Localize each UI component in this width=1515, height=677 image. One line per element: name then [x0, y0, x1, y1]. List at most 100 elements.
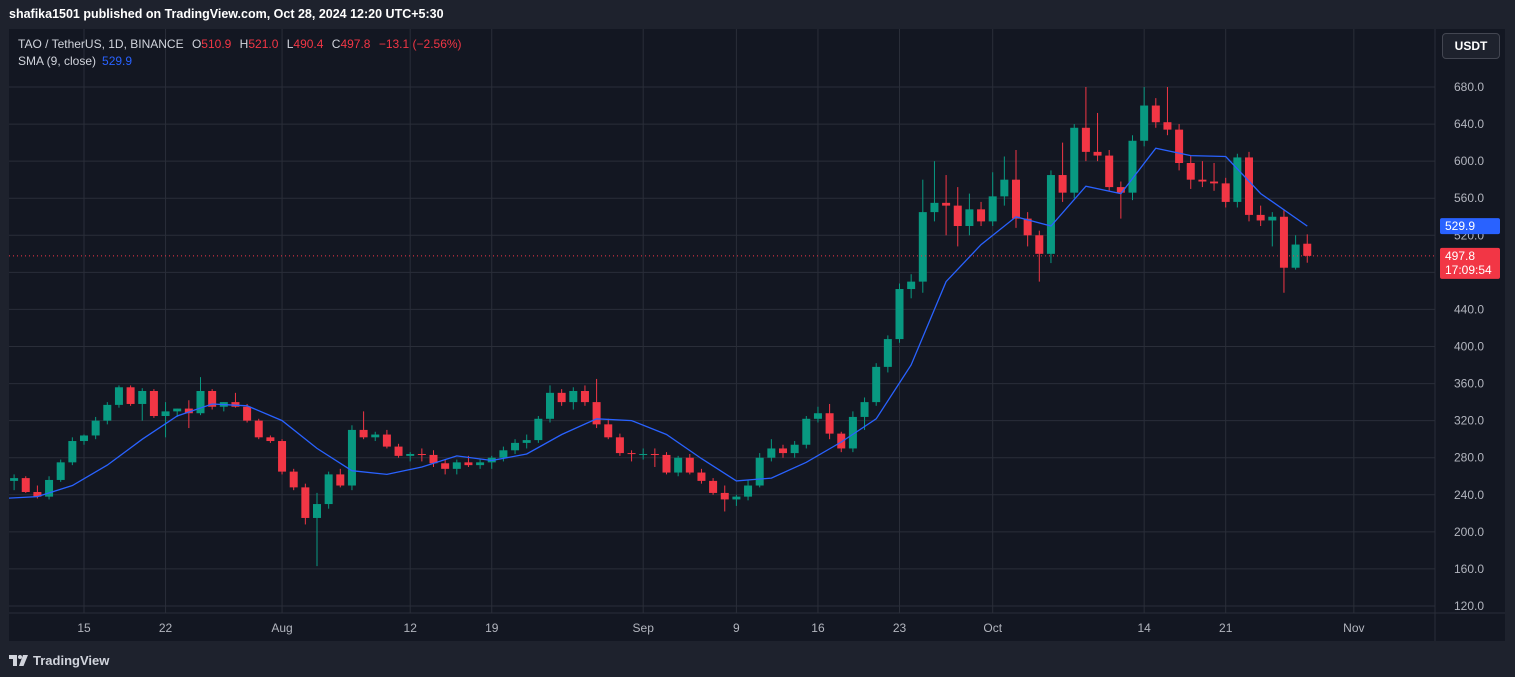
time-tick-label: 23 [893, 621, 907, 635]
chart-panel[interactable]: 120.0 160.0 200.0 240.0 280.0 320.0 360.0 400.0… [9, 29, 1505, 641]
candle-body [953, 205, 962, 227]
candle-body [1198, 179, 1207, 182]
candle-body [21, 478, 30, 493]
candle-body [441, 463, 450, 469]
chart-legend: TAO / TetherUS, 1D, BINANCE O510.9 H521.… [18, 36, 462, 70]
candle-body [184, 408, 193, 414]
price-tick-label: 120.0 [1454, 599, 1484, 613]
last-price-tag [1440, 247, 1500, 279]
time-tick-label: Sep [633, 621, 655, 635]
price-tick-label: 160.0 [1454, 562, 1484, 576]
footer-brand: TradingView [33, 652, 110, 668]
candle-body [347, 429, 356, 486]
time-tick-label: 14 [1137, 621, 1151, 635]
symbol-title[interactable]: TAO / TetherUS, 1D, BINANCE [18, 37, 184, 51]
candle-body [161, 411, 170, 417]
candle-body [103, 404, 112, 421]
time-tick-label: Nov [1343, 621, 1364, 635]
candle-body [569, 390, 578, 403]
open-key: O [191, 37, 202, 51]
candle-body [918, 212, 927, 282]
candle-body [790, 444, 799, 454]
candle-body [825, 413, 834, 434]
price-tick-label: 320.0 [1454, 414, 1484, 428]
high-key: H [239, 37, 249, 51]
candle-body [592, 402, 601, 425]
candle-body [336, 474, 345, 486]
price-tick-label: 280.0 [1454, 451, 1484, 465]
time-tick-label: 9 [733, 621, 740, 635]
candle-body [872, 366, 881, 403]
candle-body [359, 429, 368, 438]
candle-body [546, 392, 554, 419]
last-price-label: 497.8 [1445, 249, 1475, 263]
sma-price-tag [1440, 218, 1500, 235]
candle-body [1023, 218, 1032, 236]
candle-body [1303, 243, 1312, 256]
candle-body [615, 437, 624, 454]
candle-body [557, 392, 566, 403]
candle-body [942, 202, 951, 206]
time-tick-label: Oct [983, 621, 1002, 635]
time-tick-label: 19 [485, 621, 499, 635]
open-value: 510.9 [201, 37, 232, 51]
candle-body [289, 471, 298, 488]
candle-body [1151, 105, 1160, 123]
time-tick-label: 22 [159, 621, 173, 635]
candle-body [639, 454, 648, 456]
candle-body [196, 390, 205, 414]
sma-legend-label[interactable]: SMA (9, close) [18, 54, 97, 68]
candle-body [371, 434, 380, 438]
candle-body [1291, 244, 1300, 268]
candle-body [149, 390, 158, 417]
currency-button[interactable]: USDT [1442, 33, 1500, 59]
close-value: 497.8 [340, 37, 371, 51]
candle-body [1046, 175, 1055, 254]
sma-price-label: 529.9 [1445, 219, 1475, 233]
candle-body [720, 492, 729, 500]
candle-body [138, 390, 147, 404]
candle-body [68, 441, 77, 463]
candle-body [1093, 151, 1102, 156]
candle-body [1070, 127, 1079, 193]
candle-body [1035, 235, 1044, 254]
time-tick-label: 16 [811, 621, 825, 635]
candle-body [452, 462, 461, 469]
candle-body [126, 387, 135, 404]
candle-body [464, 462, 473, 466]
candle-body [1128, 140, 1137, 193]
price-tick-label: 600.0 [1454, 154, 1484, 168]
candle-body [417, 454, 426, 456]
candle-body [1163, 122, 1172, 130]
candlestick-chart[interactable]: 120.0 160.0 200.0 240.0 280.0 320.0 360.0 400.0… [9, 29, 1505, 641]
candle-body [10, 478, 19, 481]
price-tick-label: 440.0 [1454, 302, 1484, 316]
candle-body [813, 413, 822, 419]
sma-legend-value: 529.9 [102, 54, 133, 68]
candle-body [266, 437, 275, 442]
time-tick-label: 15 [77, 621, 91, 635]
candle-body [313, 504, 321, 518]
sma-legend-row: SMA (9, close) 529.9 [18, 53, 462, 70]
candle-body [977, 209, 986, 222]
candle-body [173, 408, 182, 412]
candle-body [254, 420, 263, 438]
price-tick-label: 560.0 [1454, 191, 1484, 205]
candle-body [662, 454, 671, 473]
candle-body [1186, 162, 1195, 180]
candle-body [80, 435, 88, 442]
candle-body [627, 453, 636, 455]
candle-body [534, 418, 543, 441]
candle-body [1081, 127, 1090, 152]
candle-body [767, 448, 776, 458]
candle-body [930, 202, 939, 213]
candle-body [732, 496, 741, 500]
candle-body [33, 492, 42, 497]
time-tick-label: 12 [404, 621, 418, 635]
candle-body [883, 339, 892, 367]
candle-body [476, 462, 485, 466]
candle-body [1000, 179, 1009, 197]
candle-body [278, 441, 287, 472]
candle-body [394, 446, 403, 456]
candle-body [1140, 105, 1149, 141]
